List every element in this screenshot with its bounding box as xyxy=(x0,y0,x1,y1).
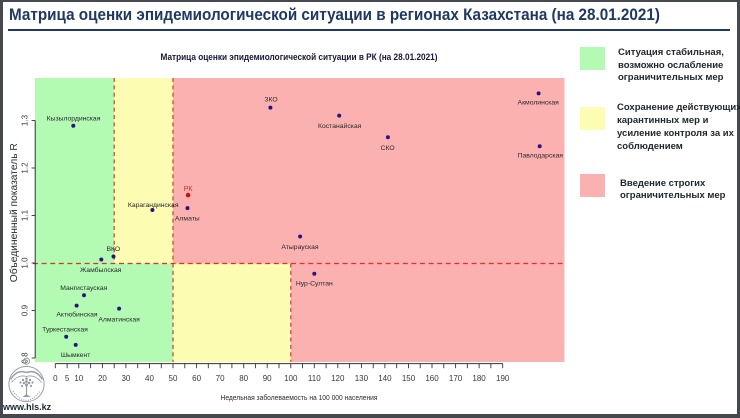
svg-text:180: 180 xyxy=(472,374,486,383)
svg-text:Карагандинская: Карагандинская xyxy=(128,202,179,209)
svg-text:Актюбинская: Актюбинская xyxy=(56,310,98,318)
svg-text:110: 110 xyxy=(308,374,321,383)
svg-text:30: 30 xyxy=(121,374,130,383)
svg-text:Атырауская: Атырауская xyxy=(281,244,318,251)
svg-text:0: 0 xyxy=(53,374,58,383)
svg-text:70: 70 xyxy=(216,374,225,383)
svg-text:1.3: 1.3 xyxy=(21,114,30,126)
svg-text:СКО: СКО xyxy=(381,145,395,152)
svg-text:60: 60 xyxy=(192,374,201,383)
svg-text:100: 100 xyxy=(284,374,298,383)
svg-text:Недельная заболеваемость на 10: Недельная заболеваемость на 100 000 насе… xyxy=(221,393,378,402)
svg-text:80: 80 xyxy=(239,374,248,383)
svg-text:5: 5 xyxy=(65,374,70,383)
svg-text:170: 170 xyxy=(449,374,463,383)
svg-text:90: 90 xyxy=(263,374,272,383)
svg-text:РК: РК xyxy=(184,186,194,193)
svg-text:Кызылординская: Кызылординская xyxy=(47,115,101,122)
svg-text:ЗКО: ЗКО xyxy=(264,97,277,104)
svg-text:Нур-Султан: Нур-Султан xyxy=(296,281,333,288)
svg-text:Алматинская: Алматинская xyxy=(98,316,140,323)
svg-text:Туркестанская: Туркестанская xyxy=(42,327,88,334)
svg-text:ВКО: ВКО xyxy=(106,246,120,253)
svg-text:190: 190 xyxy=(496,374,510,383)
svg-text:40: 40 xyxy=(145,374,154,383)
svg-text:Костанайская: Костанайская xyxy=(318,122,362,130)
svg-text:130: 130 xyxy=(355,374,369,383)
svg-text:160: 160 xyxy=(425,374,439,383)
svg-text:Акмолинская: Акмолинская xyxy=(518,100,560,107)
svg-text:0.8: 0.8 xyxy=(21,352,30,364)
svg-text:20: 20 xyxy=(98,374,107,383)
svg-text:10: 10 xyxy=(74,374,83,383)
svg-text:Матрица оценки эпидемиологичес: Матрица оценки эпидемиологической ситуац… xyxy=(161,52,438,62)
svg-text:140: 140 xyxy=(378,374,392,383)
svg-text:120: 120 xyxy=(331,374,345,383)
svg-text:150: 150 xyxy=(402,374,416,383)
svg-text:1.2: 1.2 xyxy=(21,162,30,174)
svg-text:1.0: 1.0 xyxy=(21,257,30,269)
svg-text:Павлодарская: Павлодарская xyxy=(518,152,564,159)
svg-text:1.1: 1.1 xyxy=(21,209,30,221)
svg-text:0.9: 0.9 xyxy=(21,304,30,316)
svg-text:Шымкент: Шымкент xyxy=(61,352,90,359)
svg-text:Мангистауская: Мангистауская xyxy=(60,285,107,292)
svg-text:Объединенный показатель R: Объединенный показатель R xyxy=(8,143,20,282)
svg-text:Жамбылская: Жамбылская xyxy=(80,266,122,274)
svg-text:Алматы: Алматы xyxy=(175,216,200,223)
svg-text:50: 50 xyxy=(169,374,178,383)
